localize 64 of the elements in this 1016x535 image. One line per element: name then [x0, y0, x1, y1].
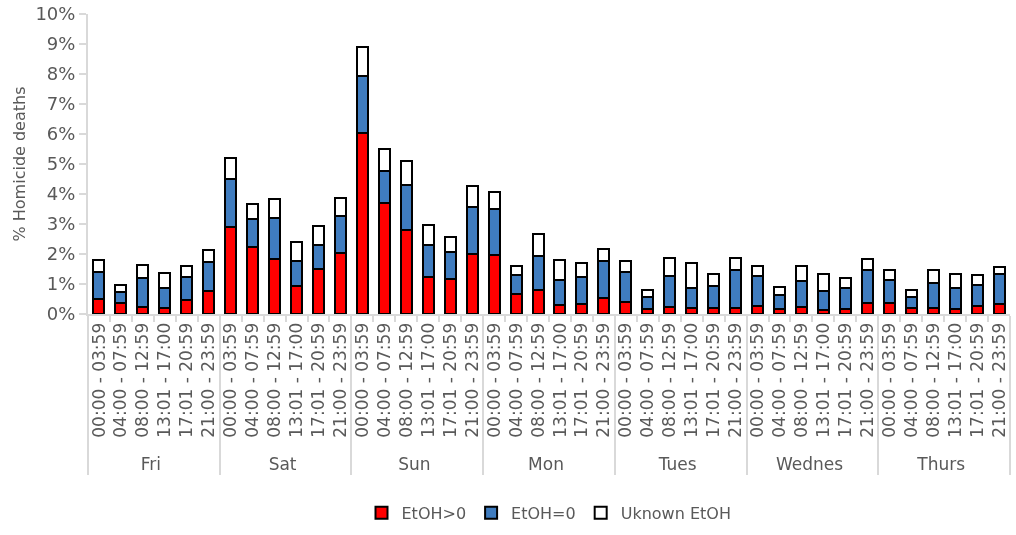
x-tick-label: 21:00 - 23:59 [856, 322, 877, 438]
y-tick-label: 6% [46, 123, 76, 145]
legend-label: EtOH>0 [401, 503, 467, 523]
x-tick-label: 13:01 - 17:00 [944, 322, 965, 438]
legend-label: Uknown EtOH [620, 503, 731, 523]
x-tick-label: 17:01 - 20:59 [308, 322, 329, 438]
x-tick-label: 21:00 - 23:59 [461, 322, 482, 438]
y-tick-label: 5% [46, 153, 76, 175]
legend-label: EtOH=0 [511, 503, 576, 523]
x-tick-label: 17:01 - 20:59 [834, 322, 855, 438]
y-tick-label: 8% [46, 63, 76, 85]
x-tick-label: 00:00 - 03:59 [878, 322, 899, 438]
x-tick-label: 13:01 - 17:00 [286, 322, 307, 438]
x-tick-label: 00:00 - 03:59 [747, 322, 768, 438]
x-tick-label: 04:00 - 07:59 [505, 322, 526, 438]
x-tick-label: 04:00 - 07:59 [110, 322, 131, 438]
y-tick-label: 10% [35, 3, 76, 25]
x-tick-label: 08:00 - 12:59 [527, 322, 548, 438]
x-tick-label: 04:00 - 07:59 [373, 322, 394, 438]
y-axis-title: % Homicide deaths [9, 86, 29, 242]
text: Fri [140, 454, 162, 475]
x-tick-label: 08:00 - 12:59 [922, 322, 943, 438]
x-tick-label: 08:00 - 12:59 [132, 322, 153, 438]
x-tick-label: 21:00 - 23:59 [988, 322, 1009, 438]
text: Wednes [775, 454, 844, 475]
x-tick-label: 08:00 - 12:59 [659, 322, 680, 438]
x-tick-label: 00:00 - 03:59 [88, 322, 109, 438]
y-tick-label: 7% [46, 93, 76, 115]
x-tick-label: 13:01 - 17:00 [812, 322, 833, 438]
y-tick-label: 1% [46, 273, 76, 295]
x-tick-label: 00:00 - 03:59 [351, 322, 372, 438]
x-tick-label: 13:01 - 17:00 [549, 322, 570, 438]
x-tick-label: 08:00 - 12:59 [790, 322, 811, 438]
x-tick-label: 08:00 - 12:59 [264, 322, 285, 438]
x-tick-label: 17:01 - 20:59 [439, 322, 460, 438]
text: Sat [268, 454, 297, 475]
y-tick-label: 4% [46, 183, 76, 205]
x-tick-label: 04:00 - 07:59 [637, 322, 658, 438]
y-tick-label: 2% [46, 243, 76, 265]
x-tick-label: 17:01 - 20:59 [571, 322, 592, 438]
x-tick-label: 21:00 - 23:59 [593, 322, 614, 438]
x-tick-label: 13:01 - 17:00 [681, 322, 702, 438]
x-tick-label: 17:01 - 20:59 [703, 322, 724, 438]
x-tick-label: 21:00 - 23:59 [329, 322, 350, 438]
x-tick-label: 13:01 - 17:00 [154, 322, 175, 438]
x-tick-label: 08:00 - 12:59 [395, 322, 416, 438]
text: Thurs [916, 454, 966, 475]
text: Tues [657, 454, 697, 475]
x-tick-label: 04:00 - 07:59 [900, 322, 921, 438]
x-tick-label: 17:01 - 20:59 [176, 322, 197, 438]
text: Sun [398, 454, 431, 475]
x-tick-label: 17:01 - 20:59 [966, 322, 987, 438]
x-tick-label: 00:00 - 03:59 [615, 322, 636, 438]
x-tick-label: 04:00 - 07:59 [242, 322, 263, 438]
x-tick-label: 00:00 - 03:59 [483, 322, 504, 438]
x-tick-label: 21:00 - 23:59 [198, 322, 219, 438]
x-tick-label: 21:00 - 23:59 [725, 322, 746, 438]
y-tick-label: 3% [46, 213, 76, 235]
x-tick-label: 13:01 - 17:00 [417, 322, 438, 438]
x-tick-label: 04:00 - 07:59 [769, 322, 790, 438]
y-tick-label: 9% [46, 33, 76, 55]
y-tick-label: 0% [46, 303, 76, 325]
text: Mon [528, 454, 564, 475]
x-tick-label: 00:00 - 03:59 [220, 322, 241, 438]
